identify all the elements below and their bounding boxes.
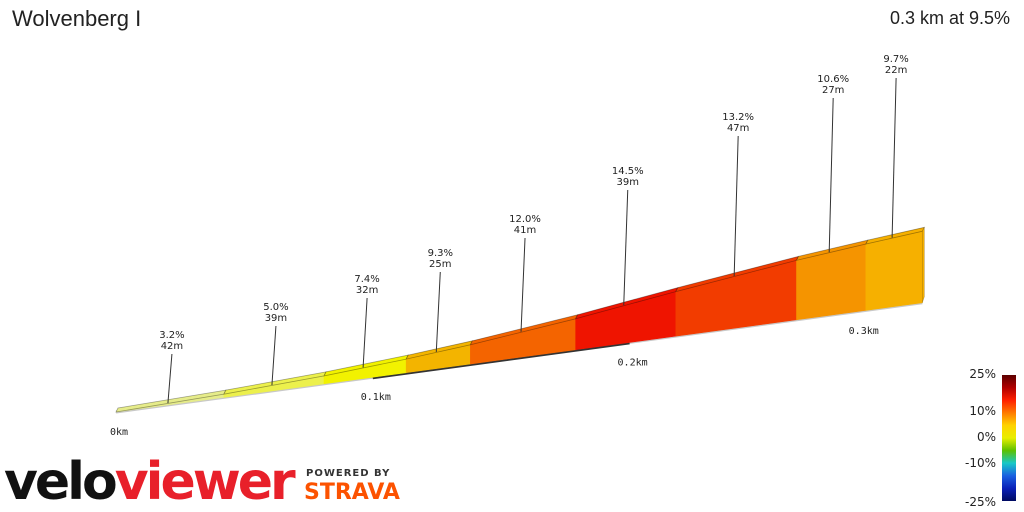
segment-length-label-5: 41m bbox=[514, 225, 536, 236]
gradient-segment-9 bbox=[865, 230, 923, 311]
elevation-profile-chart: 3.2%42m5.0%39m7.4%32m9.3%25m12.0%41m14.5… bbox=[110, 54, 926, 438]
color-scale-bar bbox=[1002, 375, 1016, 501]
segment-leader-line-3 bbox=[362, 297, 368, 368]
segment-leader-line-4 bbox=[435, 271, 441, 352]
distance-tick-label-3: 0.3km bbox=[849, 326, 879, 337]
segment-length-label-2: 39m bbox=[265, 313, 287, 324]
gradient-segment-6 bbox=[575, 291, 677, 351]
segment-gradient-label-9: 9.7% bbox=[883, 54, 908, 65]
climb-summary: 0.3 km at 9.5% bbox=[889, 8, 1010, 28]
logo-velo-text: velo bbox=[4, 452, 118, 512]
distance-tick-label-2: 0.2km bbox=[618, 357, 648, 368]
segment-length-label-3: 32m bbox=[356, 285, 378, 296]
color-scale-label-1: 10% bbox=[969, 404, 996, 418]
segment-gradient-label-7: 13.2% bbox=[722, 112, 754, 123]
segment-length-label-4: 25m bbox=[429, 259, 451, 270]
segment-top-rim-1 bbox=[115, 389, 227, 413]
segment-gradient-label-3: 7.4% bbox=[354, 274, 379, 285]
color-scale-label-0: 25% bbox=[969, 367, 996, 381]
gradient-segment-7 bbox=[675, 259, 797, 337]
segment-leader-line-9 bbox=[891, 77, 897, 238]
segment-gradient-label-8: 10.6% bbox=[817, 74, 849, 85]
segment-gradient-label-2: 5.0% bbox=[263, 302, 288, 313]
powered-by-label: POWERED BY bbox=[306, 468, 391, 479]
color-scale-label-2: 0% bbox=[977, 430, 996, 444]
segment-length-label-8: 27m bbox=[822, 85, 844, 96]
distance-bar bbox=[372, 342, 630, 380]
color-scale-label-4: -25% bbox=[965, 495, 996, 508]
distance-tick-label-1: 0.1km bbox=[361, 392, 391, 403]
color-scale-label-3: -10% bbox=[965, 456, 996, 470]
segment-gradient-label-4: 9.3% bbox=[428, 248, 453, 259]
segment-leader-line-2 bbox=[271, 325, 277, 386]
logo-viewer-text: viewer bbox=[114, 452, 296, 512]
page-title: Wolvenberg I bbox=[12, 6, 142, 31]
segment-gradient-label-6: 14.5% bbox=[612, 166, 644, 177]
segment-length-label-1: 42m bbox=[161, 341, 183, 352]
segment-leader-line-8 bbox=[828, 97, 834, 253]
veloviewer-logo[interactable]: veloviewer bbox=[4, 452, 296, 512]
profile-end-face bbox=[922, 227, 925, 303]
segment-length-label-6: 39m bbox=[617, 177, 639, 188]
segment-gradient-label-5: 12.0% bbox=[509, 214, 541, 225]
segment-leader-line-7 bbox=[733, 135, 739, 276]
segment-length-label-7: 47m bbox=[727, 123, 749, 134]
segment-gradient-label-1: 3.2% bbox=[159, 330, 184, 341]
segment-leader-line-5 bbox=[520, 237, 526, 332]
gradient-color-scale: 25% 10% 0% -10% -25% bbox=[965, 367, 1016, 508]
segment-length-label-9: 22m bbox=[885, 65, 907, 76]
segment-leader-line-6 bbox=[623, 189, 629, 306]
distance-tick-label-0: 0km bbox=[110, 427, 128, 438]
segment-leader-line-1 bbox=[167, 353, 173, 404]
strava-logo[interactable]: STRAVA bbox=[304, 480, 400, 505]
